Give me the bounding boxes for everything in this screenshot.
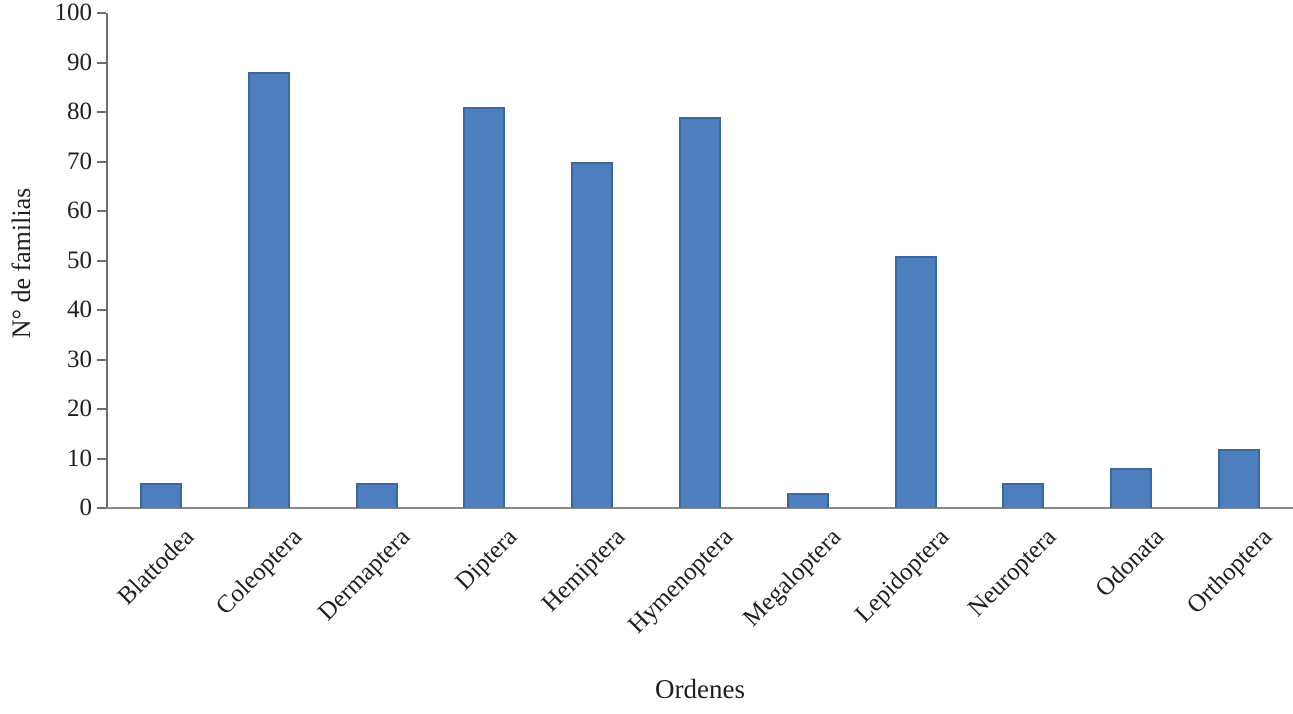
x-tick-label-lepidoptera: Lepidoptera: [849, 523, 955, 628]
bar-neuroptera: [1002, 483, 1045, 508]
bar-hemiptera: [571, 161, 614, 508]
bar-dermaptera: [355, 483, 398, 508]
y-tick-label: 80: [67, 98, 92, 125]
y-tick-label: 90: [67, 48, 92, 76]
x-tick-label-dermaptera: Dermaptera: [312, 523, 415, 626]
bar-hymenoptera: [679, 116, 721, 508]
y-tick-mark: [97, 12, 106, 14]
y-tick-label: 60: [67, 197, 92, 224]
y-tick-mark: [97, 210, 106, 212]
x-tick-label-neuroptera: Neuroptera: [963, 523, 1062, 622]
x-tick-label-coleoptera: Coleoptera: [210, 523, 308, 620]
x-tick-label-megaloptera: Megaloptera: [737, 523, 847, 632]
bar-odonata: [1110, 468, 1153, 508]
y-tick-label: 40: [67, 296, 92, 323]
x-tick-label-hymenoptera: Hymenoptera: [623, 523, 739, 639]
y-tick-mark: [97, 408, 106, 410]
y-tick-mark: [97, 111, 106, 113]
bar-blattodea: [139, 483, 182, 508]
y-tick-label: 30: [67, 345, 92, 373]
bar-megaloptera: [786, 493, 829, 508]
x-tick-label-orthoptera: Orthoptera: [1181, 523, 1278, 619]
y-axis-line: [106, 13, 108, 509]
x-axis-title: Ordenes: [655, 674, 745, 704]
bar-coleoptera: [247, 72, 290, 508]
y-tick-mark: [97, 358, 106, 361]
y-tick-label: 0: [79, 494, 93, 521]
y-tick-mark: [97, 259, 106, 262]
y-tick-mark: [97, 309, 106, 311]
x-tick-label-diptera: Diptera: [450, 523, 523, 596]
x-tick-label-blattodea: Blattodea: [112, 523, 200, 611]
y-tick-label: 100: [54, 0, 93, 26]
bar-diptera: [463, 107, 506, 508]
x-tick-label-hemiptera: Hemiptera: [536, 523, 631, 617]
x-tick-label-odonata: Odonata: [1090, 523, 1170, 603]
x-axis-line: [106, 507, 1293, 509]
bar-orthoptera: [1218, 448, 1261, 508]
y-tick-label: 50: [67, 246, 92, 274]
y-tick-mark: [97, 61, 106, 64]
y-tick-mark: [97, 507, 106, 509]
y-tick-label: 20: [67, 395, 92, 422]
y-tick-label: 70: [67, 147, 92, 175]
y-tick-mark: [97, 457, 106, 460]
bar-lepidoptera: [894, 255, 937, 508]
y-tick-label: 10: [67, 444, 92, 472]
y-tick-mark: [97, 160, 106, 163]
